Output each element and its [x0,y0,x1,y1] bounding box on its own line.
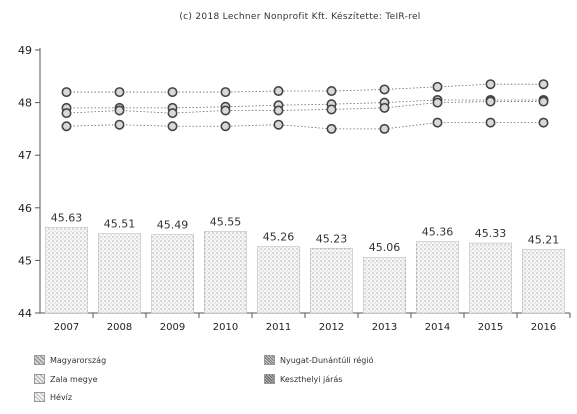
bar-label-2008: 45.51 [104,218,136,231]
legend-swatch [264,374,275,384]
bar-label-2009: 45.49 [157,219,189,232]
series-point [485,79,496,90]
series-point [379,123,390,134]
x-tick-label: 2012 [319,322,344,333]
bar-label-2013: 45.06 [369,241,401,254]
series-point [273,86,284,97]
bar-2014 [415,241,459,314]
legend-swatch [34,392,45,402]
series-line [66,99,544,109]
series-point [432,81,443,92]
series-point [379,102,390,113]
line-series-0 [61,79,549,98]
series-point [538,96,549,107]
y-tick-label: 45 [18,254,32,267]
series-point [167,108,178,119]
bar-label-2012: 45.23 [316,232,348,245]
series-point [432,97,443,108]
y-tick-label: 47 [18,149,32,162]
legend-label: Hévíz [50,392,73,402]
series-line [66,122,544,130]
y-tick-label: 46 [18,202,32,215]
bar-label-2011: 45.26 [263,231,295,244]
series-point [538,79,549,90]
legend-label: Zala megye [50,374,98,384]
bar-label-2010: 45.55 [210,215,242,228]
legend-item-keszthelyi-jaras: Keszthelyi járás [264,373,342,385]
y-tick-label: 44 [18,307,32,320]
series-point [485,96,496,107]
x-tick-label: 2016 [531,322,556,333]
y-tick-label: 48 [18,97,32,110]
series-point [326,123,337,134]
legend-swatch [264,355,275,365]
chart-title: (c) 2018 Lechner Nonprofit Kft. Készítet… [179,11,420,22]
x-tick-label: 2013 [372,322,397,333]
series-point [61,108,72,119]
legend-swatch [34,355,45,365]
legend-item-zala-megye: Zala megye [34,373,98,385]
series-point [114,105,125,116]
series-point [114,119,125,130]
line-series-3 [61,117,549,134]
x-axis: 2007 2008 2009 2010 2011 2012 2013 2014 2015 2016 [40,312,571,333]
legend-label: Nyugat-Dunántúli régió [280,355,374,365]
series-point [220,121,231,132]
chart-legend: Magyarország Nyugat-Dunántúli régió Zala… [34,354,554,412]
series-point [61,121,72,132]
series-point [326,86,337,97]
series-point [220,87,231,98]
x-tick-label: 2014 [425,322,450,333]
x-tick-label: 2011 [266,322,291,333]
series-point [273,119,284,130]
x-tick-label: 2015 [478,322,503,333]
line-series [61,79,549,134]
series-point [220,105,231,116]
series-point [432,117,443,128]
line-series-2 [61,96,549,119]
x-tick-label: 2010 [213,322,238,333]
legend-item-heviz: Hévíz [34,391,72,403]
bar-label-2016: 45.21 [528,233,560,246]
series-point [167,121,178,132]
bar-2011 [256,246,300,314]
legend-label: Keszthelyi járás [280,374,343,384]
y-tick-label: 49 [18,44,32,57]
series-line [66,101,544,114]
bar-2012 [309,248,353,314]
series-point [273,105,284,116]
bar-2009 [151,234,195,314]
y-axis: 44 45 46 47 48 49 [18,44,41,320]
bar-2007 [44,226,89,314]
x-tick-label: 2008 [107,322,132,333]
bar-2010 [204,231,248,314]
legend-swatch [34,374,45,384]
x-tick-label: 2009 [160,322,185,333]
bar-2015 [468,242,512,314]
legend-label: Magyarország [50,355,107,365]
series-point [538,117,549,128]
series-point [167,87,178,98]
bar-2008 [98,233,142,314]
bar-label-2007: 45.63 [51,211,83,224]
series-line [66,83,544,93]
bar-data-labels: 45.63 45.51 45.49 45.55 45.26 45.23 45.06 45.36… [51,211,560,254]
bar-label-2014: 45.36 [422,225,454,238]
bar-series [44,226,565,314]
series-point [379,84,390,95]
series-point [326,104,337,115]
series-point [114,87,125,98]
legend-item-magyarorszag: Magyarország [34,354,106,366]
bar-2013 [362,256,406,314]
x-tick-label: 2007 [54,322,79,333]
legend-item-nyugat-dunantuli-regio: Nyugat-Dunántúli régió [264,354,374,366]
series-point [61,87,72,98]
series-point [485,117,496,128]
bar-2016 [521,249,565,314]
bar-label-2015: 45.33 [475,227,507,240]
